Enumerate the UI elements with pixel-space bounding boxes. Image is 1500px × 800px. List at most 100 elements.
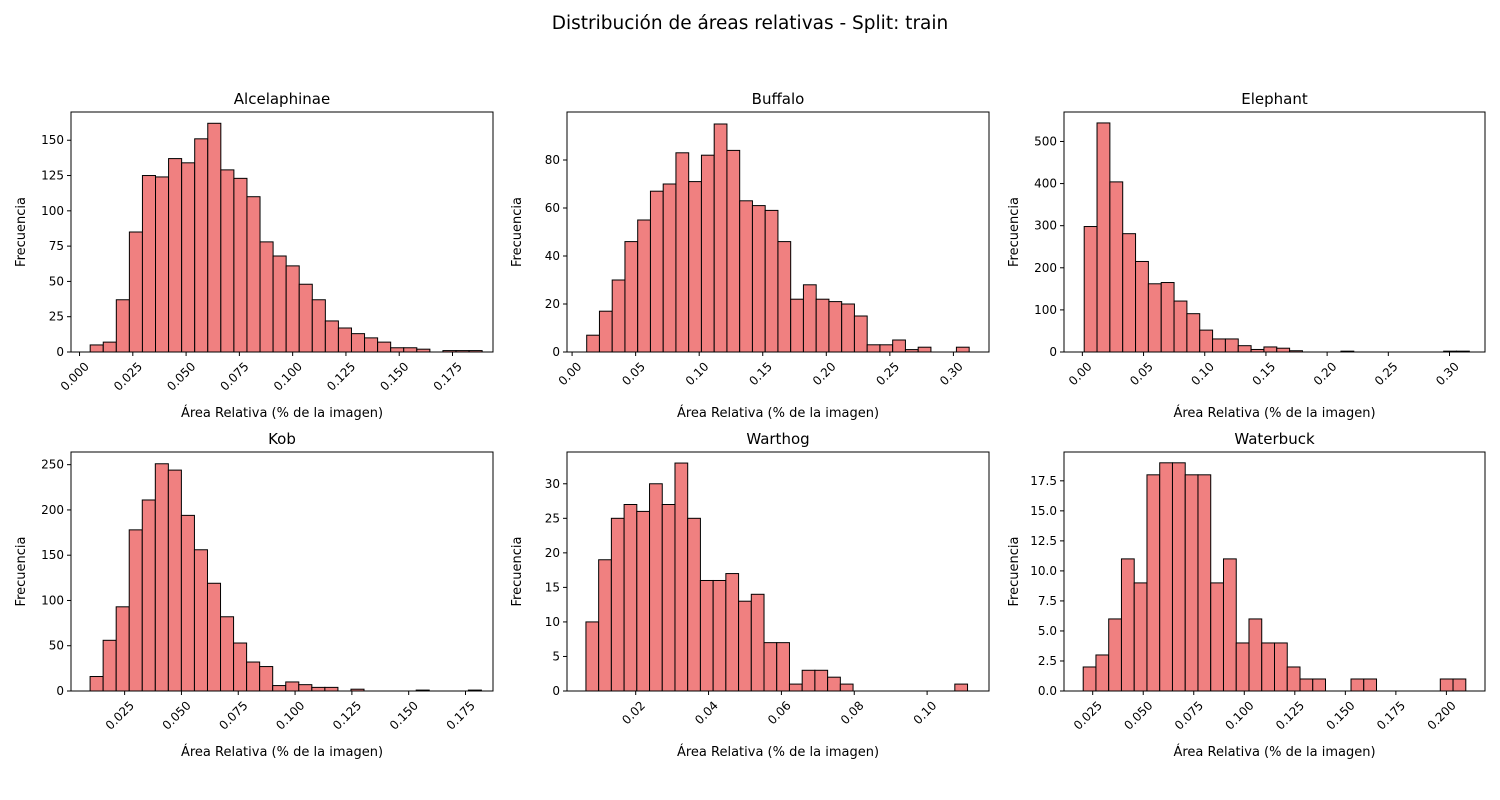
y-tick-label: 15 bbox=[545, 580, 560, 594]
y-tick-label: 500 bbox=[1034, 134, 1057, 148]
y-axis-label: Frecuencia bbox=[14, 197, 29, 267]
x-tick-label: 0.150 bbox=[387, 698, 421, 732]
y-tick-label: 0 bbox=[552, 684, 560, 698]
histogram-bar bbox=[1159, 462, 1173, 692]
panel-title: Kob bbox=[268, 430, 296, 448]
y-tick-label: 5 bbox=[552, 649, 560, 663]
histogram-panel: 0.025 0.050 0.075 0.100 0.125 0.150 0.175 0 50 10… bbox=[14, 430, 494, 760]
y-tick-label: 0 bbox=[552, 345, 560, 359]
histogram-bar bbox=[1108, 618, 1122, 692]
histogram-bar bbox=[598, 559, 612, 692]
histogram-bar bbox=[675, 152, 690, 353]
histogram-bar bbox=[687, 517, 701, 692]
histogram-bar bbox=[828, 301, 843, 353]
x-tick-label: 0.05 bbox=[1127, 359, 1156, 388]
x-tick-label: 0.00 bbox=[1066, 359, 1095, 388]
histogram-bar bbox=[917, 346, 932, 353]
histogram-panel: 0.00 0.05 0.10 0.15 0.20 0.25 0.30 0 100 200 300 40… bbox=[1007, 90, 1486, 421]
histogram-bar bbox=[1109, 181, 1124, 353]
panel-title: Warthog bbox=[746, 430, 809, 448]
y-tick-label: 0 bbox=[56, 345, 64, 359]
histogram-bar bbox=[311, 299, 326, 353]
y-tick-label: 400 bbox=[1034, 177, 1057, 191]
y-tick-label: 17.5 bbox=[1030, 474, 1057, 488]
histogram-bar bbox=[1248, 618, 1263, 692]
axes-frame bbox=[1063, 451, 1486, 692]
histogram-bar bbox=[636, 510, 651, 692]
histogram-bar bbox=[246, 196, 261, 353]
x-tick-label: 0.075 bbox=[1172, 698, 1206, 732]
y-tick-label: 25 bbox=[49, 310, 64, 324]
histogram-panel: 0.025 0.050 0.075 0.100 0.125 0.150 0.175 0.200… bbox=[1007, 430, 1486, 760]
x-tick-label: 0.025 bbox=[111, 359, 145, 393]
histogram-bar bbox=[180, 514, 195, 692]
histogram-bar bbox=[168, 158, 183, 353]
histogram-bar bbox=[1082, 666, 1097, 692]
histogram-bar bbox=[272, 255, 287, 353]
histogram-bar bbox=[788, 683, 803, 692]
y-tick-label: 10 bbox=[545, 615, 560, 629]
y-tick-label: 150 bbox=[41, 133, 64, 147]
histogram-bar bbox=[1312, 678, 1327, 692]
y-axis-label: Frecuencia bbox=[510, 537, 525, 607]
y-tick-label: 150 bbox=[41, 548, 64, 562]
histogram-bar bbox=[624, 241, 639, 353]
histogram-bar bbox=[586, 334, 600, 353]
x-axis-label: Área Relativa (% de la imagen) bbox=[1173, 405, 1375, 421]
x-tick-label: 0.10 bbox=[683, 359, 712, 388]
y-tick-label: 0 bbox=[56, 684, 64, 698]
x-tick-label: 0.200 bbox=[1425, 698, 1459, 732]
y-tick-label: 20 bbox=[545, 546, 560, 560]
histogram-bar bbox=[700, 154, 715, 353]
x-tick-label: 0.100 bbox=[271, 359, 305, 393]
y-tick-label: 20 bbox=[545, 297, 560, 311]
histogram-bar bbox=[1122, 233, 1137, 353]
histogram-bar bbox=[649, 483, 663, 692]
histogram-bar bbox=[1235, 642, 1250, 692]
histogram-bar bbox=[377, 341, 392, 353]
histogram-bar bbox=[738, 600, 752, 692]
histogram-bar bbox=[585, 621, 600, 692]
x-tick-label: 0.125 bbox=[324, 359, 358, 393]
histogram-bar bbox=[1261, 642, 1275, 692]
histogram-bar bbox=[259, 241, 274, 353]
y-tick-label: 60 bbox=[545, 201, 560, 215]
histogram-bar bbox=[751, 205, 766, 353]
histogram-bar bbox=[311, 686, 326, 692]
y-tick-label: 10.0 bbox=[1030, 564, 1057, 578]
histogram-bar bbox=[739, 200, 753, 353]
histogram-bar bbox=[167, 469, 182, 692]
histogram-bar bbox=[726, 149, 741, 353]
histogram-bar bbox=[725, 573, 740, 692]
histogram-bar bbox=[839, 683, 854, 692]
histogram-bar bbox=[1173, 300, 1188, 353]
x-axis-label: Área Relativa (% de la imagen) bbox=[181, 744, 383, 760]
histogram-bar bbox=[879, 344, 894, 353]
histogram-bar bbox=[611, 279, 626, 353]
y-tick-label: 50 bbox=[49, 274, 64, 288]
histogram-bar bbox=[764, 209, 779, 353]
y-tick-label: 12.5 bbox=[1030, 534, 1057, 548]
histogram-bar bbox=[1276, 347, 1291, 353]
x-tick-label: 0.050 bbox=[164, 359, 198, 393]
histogram-bar bbox=[1363, 678, 1378, 692]
x-tick-label: 0.08 bbox=[838, 698, 867, 727]
histogram-bar bbox=[1083, 226, 1098, 353]
histogram-bar bbox=[661, 504, 676, 692]
panel-title: Alcelaphinae bbox=[234, 90, 330, 108]
y-tick-label: 40 bbox=[545, 249, 560, 263]
axes-frame bbox=[566, 451, 990, 692]
x-tick-label: 0.15 bbox=[1249, 359, 1278, 388]
histogram-bar bbox=[1237, 345, 1252, 353]
histogram-bar bbox=[802, 284, 817, 353]
histogram-bar bbox=[1146, 474, 1161, 692]
x-tick-label: 0.00 bbox=[556, 359, 585, 388]
histogram-bar bbox=[841, 303, 855, 353]
histogram-bar bbox=[285, 265, 300, 353]
histogram-bar bbox=[154, 463, 169, 692]
x-axis-label: Área Relativa (% de la imagen) bbox=[677, 744, 879, 760]
axes-frame bbox=[566, 111, 990, 353]
histogram-bar bbox=[155, 176, 170, 353]
x-tick-label: 0.04 bbox=[692, 698, 721, 727]
